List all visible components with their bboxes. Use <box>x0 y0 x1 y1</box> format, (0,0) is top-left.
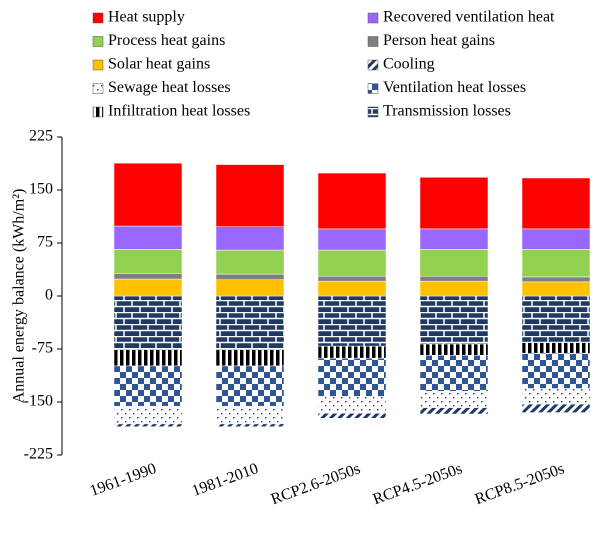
y-tick-label: 75 <box>37 234 53 251</box>
y-tick-label: -150 <box>24 393 53 410</box>
bar-segment <box>317 172 387 230</box>
bar-segment <box>317 295 387 347</box>
bar-segment <box>113 349 183 367</box>
legend-swatch <box>367 83 379 94</box>
y-tick-label: 150 <box>29 181 53 198</box>
legend-label: Ventilation heat losses <box>383 79 526 96</box>
x-tick-label: RCP2.6-2050s <box>269 460 363 508</box>
x-tick-label: RCP8.5-2050s <box>473 460 567 508</box>
bar-segment <box>215 423 285 427</box>
y-tick-label: -75 <box>32 340 53 357</box>
legend-label: Solar heat gains <box>108 56 210 73</box>
legend-label: Infiltration heat losses <box>108 103 250 120</box>
bar-segment <box>521 228 591 250</box>
legend-swatch <box>367 36 379 47</box>
bar-segment <box>215 349 285 367</box>
bar-segment <box>419 295 489 345</box>
bar-segment <box>521 352 591 389</box>
x-tick-label: 1961-1990 <box>88 460 159 500</box>
bar-segment <box>113 225 183 250</box>
bar-segment <box>113 162 183 227</box>
bar-segment <box>113 365 183 407</box>
bar-segment <box>215 365 285 407</box>
bar-segment <box>419 249 489 277</box>
legend-swatch <box>92 83 104 94</box>
y-axis-label: Annual energy balance (kWh/m²) <box>11 189 28 404</box>
bar-segment <box>317 396 387 414</box>
legend-swatch <box>367 59 379 71</box>
legend-label: Transmission losses <box>383 103 511 120</box>
x-tick-label: RCP4.5-2050s <box>371 460 465 508</box>
bar-segment <box>419 275 489 282</box>
bar-segment <box>419 343 489 356</box>
legend-label: Cooling <box>383 56 435 73</box>
bar-segment <box>215 249 285 275</box>
legend-swatch <box>92 59 104 71</box>
bar-segment <box>521 388 591 405</box>
legend-label: Heat supply <box>108 9 185 26</box>
legend-swatch <box>367 12 379 24</box>
bar-segment <box>419 228 489 250</box>
bar-segment <box>113 295 183 350</box>
bar-segment <box>113 423 183 427</box>
bar-segment <box>317 275 387 282</box>
bar-segment <box>521 342 591 354</box>
bar-segment <box>113 273 183 280</box>
bar-segment <box>419 407 489 415</box>
legend-swatch <box>92 106 104 118</box>
y-tick-label: 225 <box>29 128 53 145</box>
bar-segment <box>215 279 285 297</box>
bar-segment <box>215 164 285 227</box>
bar-segment <box>521 295 591 343</box>
bar-segment <box>317 228 387 251</box>
bar-segment <box>419 280 489 297</box>
bar-segment <box>215 226 285 251</box>
bar-segment <box>113 405 183 425</box>
bar-segment <box>113 278 183 297</box>
bar-segment <box>521 177 591 230</box>
bar-segment <box>419 177 489 230</box>
bar-segment <box>113 249 183 274</box>
y-tick-label: -225 <box>24 446 53 463</box>
legend-swatch <box>92 12 104 24</box>
bar-segment <box>317 345 387 359</box>
x-tick-label: 1981-2010 <box>190 460 261 500</box>
bar-segment <box>317 413 387 419</box>
bar-segment <box>317 357 387 397</box>
bar-segment <box>521 276 591 283</box>
bar-segment <box>317 280 387 297</box>
y-tick-label: 0 <box>45 287 53 304</box>
bar-segment <box>419 391 489 408</box>
bar-segment <box>317 249 387 277</box>
legend-swatch <box>92 36 104 47</box>
bar-segment <box>521 281 591 297</box>
bar-segment <box>521 403 591 413</box>
bar-segment <box>521 249 591 278</box>
legend-label: Process heat gains <box>108 32 225 49</box>
bar-segment <box>419 355 489 392</box>
bar-segment <box>215 273 285 280</box>
bar-segment <box>215 295 285 350</box>
legend-label: Sewage heat losses <box>108 79 231 96</box>
legend-swatch <box>367 106 379 118</box>
legend-label: Recovered ventilation heat <box>383 9 555 26</box>
legend-label: Person heat gains <box>383 32 495 49</box>
bar-segment <box>215 405 285 425</box>
